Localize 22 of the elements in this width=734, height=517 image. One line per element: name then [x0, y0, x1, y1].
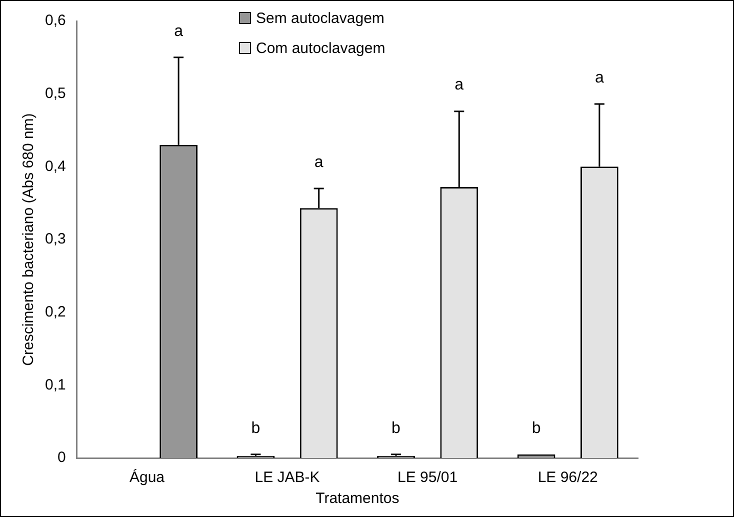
x-axis-title: Tratamentos [316, 490, 400, 508]
legend-label: Sem autoclavagem [255, 8, 386, 28]
x-tick-label: LE 95/01 [398, 469, 458, 486]
annotation: a [454, 76, 464, 94]
y-tick-label: 0,6 [44, 12, 66, 30]
annotation: a [594, 69, 604, 86]
x-tick-label: Água [129, 468, 166, 486]
y-axis-title: Crescimento bacteriano (Abs 680 nm) [20, 113, 38, 366]
annotation: b [251, 420, 260, 437]
x-tick-label: LE JAB-K [254, 469, 320, 486]
y-tick-label: 0,4 [44, 158, 66, 175]
legend-label: Com autoclavagem [255, 38, 386, 58]
y-tick-label: 0,1 [44, 376, 66, 394]
annotation: b [532, 420, 541, 437]
y-tick-label: 0,3 [44, 230, 66, 248]
y-tick-label: 0,5 [44, 84, 66, 102]
annotation: a [314, 154, 324, 171]
x-tick-label: LE 96/22 [538, 469, 598, 486]
annotation: b [392, 420, 401, 437]
annotation: a [174, 22, 184, 40]
y-tick-label: 0 [58, 449, 66, 466]
y-tick-label: 0,2 [44, 303, 66, 320]
